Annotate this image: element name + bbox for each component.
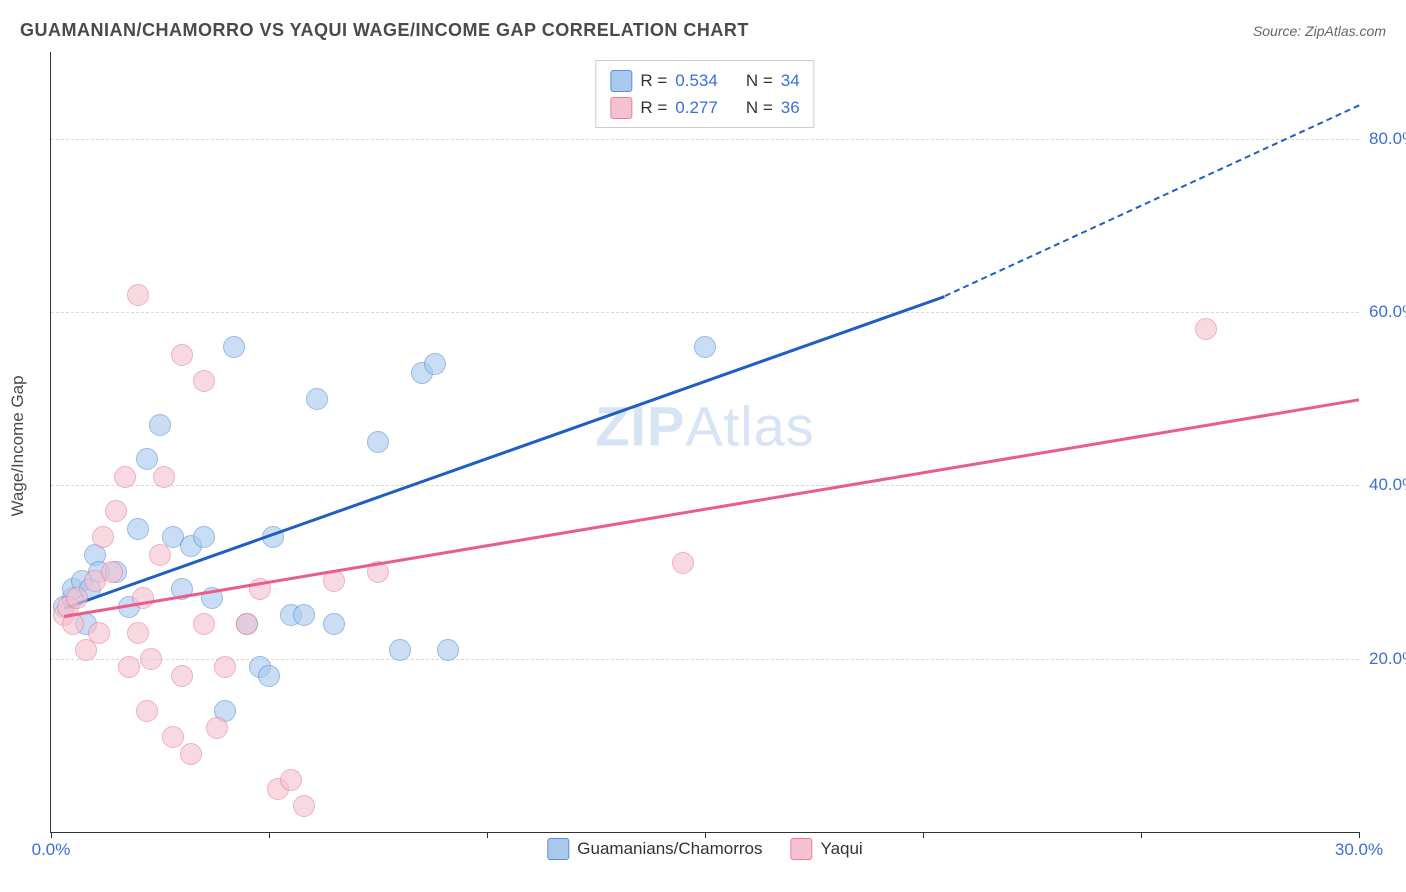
x-tick-mark bbox=[1141, 832, 1142, 838]
scatter-point-guamanians bbox=[389, 639, 411, 661]
scatter-point-guamanians bbox=[424, 353, 446, 375]
scatter-point-yaqui bbox=[280, 769, 302, 791]
r-value: 0.534 bbox=[675, 67, 718, 94]
scatter-point-guamanians bbox=[293, 604, 315, 626]
scatter-point-guamanians bbox=[127, 518, 149, 540]
series-legend-item: Guamanians/Chamorros bbox=[547, 838, 762, 860]
scatter-point-guamanians bbox=[694, 336, 716, 358]
scatter-point-guamanians bbox=[193, 526, 215, 548]
scatter-point-yaqui bbox=[114, 466, 136, 488]
series-legend-label: Guamanians/Chamorros bbox=[577, 839, 762, 859]
scatter-point-yaqui bbox=[132, 587, 154, 609]
x-tick-mark bbox=[487, 832, 488, 838]
n-label: N = bbox=[746, 94, 773, 121]
series-legend-item: Yaqui bbox=[790, 838, 862, 860]
scatter-point-yaqui bbox=[127, 622, 149, 644]
legend-swatch bbox=[610, 70, 632, 92]
scatter-point-guamanians bbox=[323, 613, 345, 635]
chart-plot-area: ZIPAtlas 20.0%40.0%60.0%80.0%0.0%30.0%R … bbox=[50, 52, 1359, 833]
grid-line bbox=[51, 485, 1359, 486]
scatter-point-yaqui bbox=[171, 344, 193, 366]
r-value: 0.277 bbox=[675, 94, 718, 121]
x-tick-mark bbox=[1359, 832, 1360, 838]
correlation-legend-row: R = 0.534 N = 34 bbox=[610, 67, 799, 94]
scatter-point-yaqui bbox=[293, 795, 315, 817]
scatter-point-guamanians bbox=[149, 414, 171, 436]
correlation-legend-box: R = 0.534 N = 34 R = 0.277 N = 36 bbox=[595, 60, 814, 128]
x-tick-label: 0.0% bbox=[32, 840, 71, 860]
x-tick-mark bbox=[923, 832, 924, 838]
series-legend-label: Yaqui bbox=[820, 839, 862, 859]
scatter-point-yaqui bbox=[672, 552, 694, 574]
legend-swatch bbox=[547, 838, 569, 860]
scatter-point-yaqui bbox=[171, 665, 193, 687]
scatter-point-yaqui bbox=[236, 613, 258, 635]
scatter-point-yaqui bbox=[66, 587, 88, 609]
scatter-point-guamanians bbox=[437, 639, 459, 661]
n-value: 34 bbox=[781, 67, 800, 94]
scatter-point-yaqui bbox=[92, 526, 114, 548]
trend-line-guamanians bbox=[64, 295, 946, 609]
x-tick-mark bbox=[269, 832, 270, 838]
scatter-point-yaqui bbox=[101, 561, 123, 583]
scatter-point-guamanians bbox=[258, 665, 280, 687]
r-label: R = bbox=[640, 94, 667, 121]
y-tick-label: 80.0% bbox=[1369, 129, 1406, 149]
source-label: Source: ZipAtlas.com bbox=[1253, 23, 1386, 39]
scatter-point-guamanians bbox=[367, 431, 389, 453]
scatter-point-yaqui bbox=[136, 700, 158, 722]
y-axis-title: Wage/Income Gap bbox=[8, 375, 28, 516]
x-tick-mark bbox=[51, 832, 52, 838]
trend-line-yaqui bbox=[64, 399, 1359, 618]
grid-line bbox=[51, 312, 1359, 313]
scatter-point-yaqui bbox=[180, 743, 202, 765]
series-legend: Guamanians/Chamorros Yaqui bbox=[547, 838, 862, 860]
scatter-point-yaqui bbox=[206, 717, 228, 739]
n-label: N = bbox=[746, 67, 773, 94]
scatter-point-yaqui bbox=[162, 726, 184, 748]
correlation-legend-row: R = 0.277 N = 36 bbox=[610, 94, 799, 121]
scatter-point-yaqui bbox=[88, 622, 110, 644]
scatter-point-yaqui bbox=[214, 656, 236, 678]
scatter-point-yaqui bbox=[193, 613, 215, 635]
legend-swatch bbox=[610, 97, 632, 119]
grid-line bbox=[51, 659, 1359, 660]
y-tick-label: 60.0% bbox=[1369, 302, 1406, 322]
scatter-point-guamanians bbox=[223, 336, 245, 358]
grid-line bbox=[51, 139, 1359, 140]
scatter-point-yaqui bbox=[140, 648, 162, 670]
scatter-point-guamanians bbox=[136, 448, 158, 470]
scatter-point-yaqui bbox=[193, 370, 215, 392]
legend-swatch bbox=[790, 838, 812, 860]
watermark: ZIPAtlas bbox=[595, 394, 815, 459]
r-label: R = bbox=[640, 67, 667, 94]
x-tick-label: 30.0% bbox=[1335, 840, 1383, 860]
scatter-point-yaqui bbox=[1195, 318, 1217, 340]
scatter-point-yaqui bbox=[149, 544, 171, 566]
scatter-point-yaqui bbox=[153, 466, 175, 488]
y-tick-label: 20.0% bbox=[1369, 649, 1406, 669]
n-value: 36 bbox=[781, 94, 800, 121]
scatter-point-yaqui bbox=[105, 500, 127, 522]
scatter-point-yaqui bbox=[127, 284, 149, 306]
scatter-point-guamanians bbox=[306, 388, 328, 410]
chart-title: GUAMANIAN/CHAMORRO VS YAQUI WAGE/INCOME … bbox=[20, 20, 749, 41]
scatter-point-yaqui bbox=[118, 656, 140, 678]
y-tick-label: 40.0% bbox=[1369, 475, 1406, 495]
trend-line-dashed-guamanians bbox=[944, 104, 1359, 296]
